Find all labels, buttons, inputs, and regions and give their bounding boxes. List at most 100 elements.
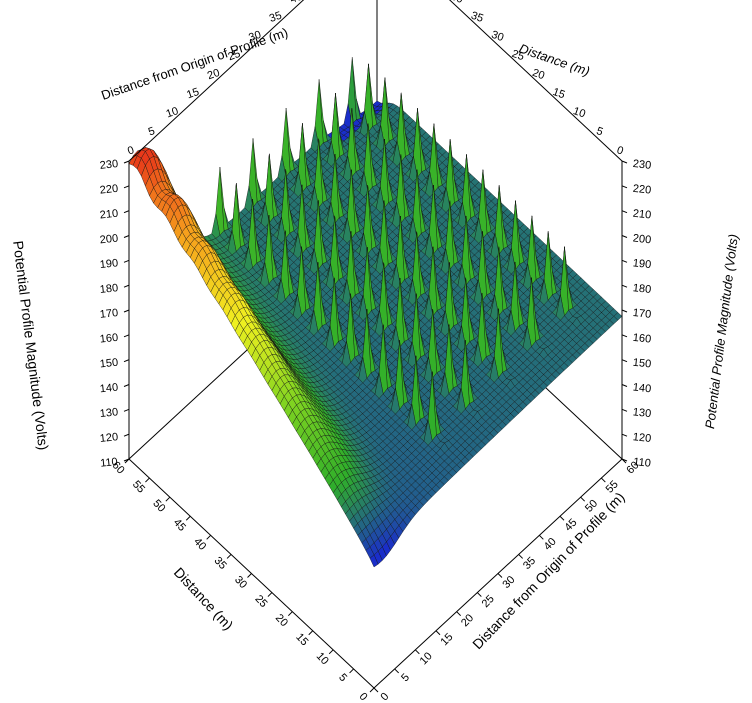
left-magnitude-tick [123, 235, 130, 238]
right-magnitude-tick-label: 180 [632, 282, 652, 296]
distance-tick-label-top-right: 20 [531, 67, 546, 82]
profile-tick-label-bottom-right: 15 [438, 631, 455, 648]
profile-tick [518, 554, 524, 559]
left-magnitude-tick-label: 170 [99, 307, 119, 321]
right-magnitude-tick [621, 433, 628, 437]
distance-tick [349, 668, 354, 674]
right-magnitude-tick-label: 150 [632, 357, 652, 371]
profile-tick-label-top-left: 10 [165, 105, 180, 120]
distance-tick-label-bottom-left: 35 [212, 555, 229, 572]
profile-axis-title-bottom-right: Distance from Origin of Profile (m) [469, 489, 628, 652]
right-magnitude-tick-label: 120 [632, 431, 652, 445]
right-magnitude-tick-label: 190 [632, 257, 652, 271]
distance-tick [165, 496, 171, 502]
distance-tick-label-top-right: 15 [551, 86, 566, 101]
distance-tick [206, 534, 212, 540]
left-magnitude-tick [123, 408, 130, 412]
left-magnitude-tick-label: 130 [99, 406, 119, 420]
profile-tick [538, 534, 544, 540]
profile-tick [600, 477, 606, 483]
profile-tick [394, 668, 400, 674]
profile-tick-label-top-left: 30 [247, 29, 262, 44]
distance-tick-label-top-right: 10 [571, 105, 586, 120]
profile-tick-label-bottom-right: 0 [378, 691, 391, 703]
left-magnitude-tick [123, 284, 130, 288]
right-magnitude-tick-label: 170 [632, 307, 652, 321]
right-magnitude-tick-label: 110 [633, 456, 652, 470]
distance-tick-label-bottom-left: 45 [171, 517, 188, 534]
profile-tick-label-bottom-right: 30 [500, 574, 517, 591]
right-magnitude-tick-label: 140 [632, 381, 652, 395]
distance-tick [287, 611, 293, 617]
distance-tick-label-bottom-left: 25 [252, 593, 269, 610]
distance-tick-label-bottom-left: 40 [191, 536, 208, 553]
left-magnitude-tick-label: 110 [100, 456, 119, 470]
profile-tick [435, 630, 441, 636]
right-magnitude-tick [621, 359, 628, 363]
profile-tick-label-top-left: 0 [126, 144, 136, 157]
distance-tick-label-top-right: 5 [595, 125, 605, 138]
left-magnitude-tick-label: 200 [99, 232, 119, 246]
left-magnitude-tick-label: 180 [99, 282, 119, 296]
right-magnitude-tick [621, 384, 628, 387]
distance-tick-label-bottom-left: 0 [357, 691, 370, 703]
profile-tick [621, 458, 627, 464]
distance-tick-label-bottom-left: 30 [232, 574, 249, 591]
left-magnitude-tick [123, 433, 130, 437]
profile-tick-label-bottom-right: 20 [459, 612, 476, 629]
right-magnitude-tick [621, 185, 628, 189]
right-magnitude-tick-label: 130 [632, 406, 652, 420]
surface-cell [369, 554, 379, 568]
distance-tick [124, 458, 130, 464]
distance-tick [267, 592, 273, 597]
left-magnitude-tick-label: 220 [99, 183, 119, 197]
right-magnitude-tick [621, 408, 628, 412]
distance-tick [145, 477, 150, 483]
distance-tick-label-top-right: 30 [490, 29, 505, 44]
distance-axis-title-bottom-left: Distance (m) [171, 564, 237, 633]
distance-tick-label-top-right: 25 [510, 48, 525, 63]
profile-tick-label-bottom-right: 10 [418, 650, 435, 667]
distance-tick-label-bottom-left: 50 [150, 498, 167, 515]
left-magnitude-tick [123, 309, 130, 313]
right-magnitude-tick [621, 259, 628, 263]
distance-tick-label-top-right: 0 [615, 144, 625, 157]
profile-tick-label-bottom-right: 5 [399, 671, 412, 684]
left-magnitude-tick [123, 210, 130, 214]
right-magnitude-tick [621, 160, 628, 164]
right-magnitude-tick [621, 334, 628, 338]
profile-tick [414, 649, 420, 655]
distance-tick [328, 649, 334, 655]
right-magnitude-tick [621, 309, 628, 313]
left-magnitude-tick-label: 150 [99, 357, 119, 371]
right-magnitude-tick-label: 200 [632, 232, 652, 246]
profile-tick [559, 515, 565, 521]
top-edge-left [128, 0, 305, 162]
left-magnitude-tick [123, 334, 130, 338]
distance-tick [308, 630, 314, 636]
profile-tick-label-bottom-right: 25 [480, 593, 497, 610]
surface-mesh [128, 57, 623, 568]
profile-tick-label-top-left: 15 [185, 86, 200, 101]
right-magnitude-axis-title: Potential Profile Magnitude (Volts) [702, 233, 741, 429]
left-magnitude-axis-title: Potential Profile Magnitude (Volts) [10, 240, 52, 451]
profile-tick-label-top-left: 35 [268, 10, 283, 25]
profile-tick [373, 687, 379, 693]
right-magnitude-tick [621, 235, 628, 238]
right-magnitude-tick [621, 284, 628, 288]
left-magnitude-tick [123, 359, 130, 363]
right-magnitude-tick-label: 160 [632, 332, 652, 346]
distance-tick [247, 573, 252, 578]
distance-tick-label-top-right: 40 [449, 0, 464, 6]
distance-tick-label-top-right: 35 [469, 10, 484, 25]
left-magnitude-tick [123, 185, 130, 189]
distance-tick [369, 687, 375, 693]
left-magnitude-tick [123, 259, 130, 263]
top-edge-right [449, 0, 623, 162]
right-magnitude-tick-label: 220 [632, 183, 652, 197]
left-magnitude-tick-label: 160 [99, 332, 119, 346]
right-magnitude-tick-label: 210 [632, 208, 652, 222]
profile-tick-label-top-left: 25 [227, 48, 242, 63]
distance-tick-label-bottom-left: 10 [314, 650, 331, 667]
left-magnitude-tick-label: 190 [99, 257, 119, 271]
